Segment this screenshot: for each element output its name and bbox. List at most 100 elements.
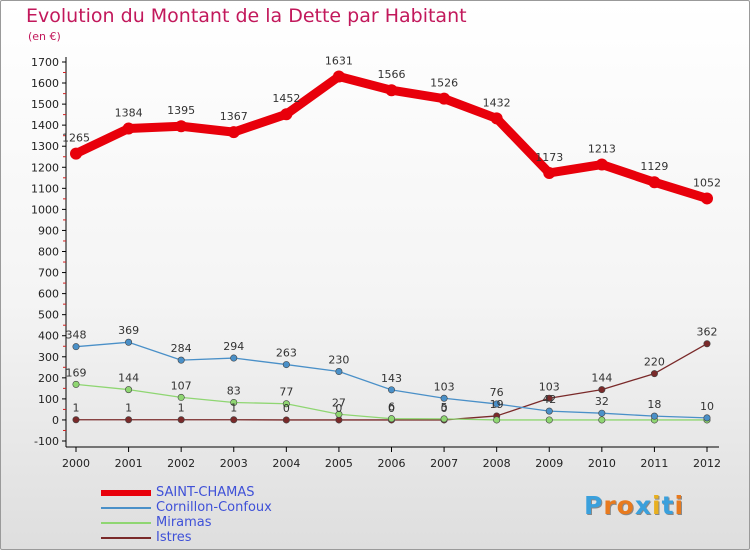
data-point: [545, 416, 553, 424]
data-label: 1213: [588, 143, 616, 156]
data-label: 1: [230, 402, 237, 415]
x-tick-label: 2009: [535, 457, 563, 470]
x-tick-label: 2003: [220, 457, 248, 470]
y-tick-label: -100: [34, 435, 59, 448]
data-point: [598, 416, 606, 424]
data-point: [125, 416, 133, 424]
data-label: 1173: [535, 151, 563, 164]
data-label: 1: [178, 402, 185, 415]
data-point: [650, 370, 658, 378]
legend-swatch: [101, 507, 151, 509]
data-point: [438, 92, 451, 105]
data-label: 42: [542, 393, 556, 406]
y-tick-label: 100: [38, 393, 59, 406]
data-point: [598, 409, 606, 417]
data-point: [70, 147, 82, 160]
y-tick-label: 900: [38, 224, 59, 237]
data-label: 230: [328, 354, 349, 367]
data-label: 0: [388, 402, 395, 415]
y-tick-label: 500: [38, 309, 59, 322]
y-tick-label: 200: [38, 372, 59, 385]
data-point: [385, 84, 398, 97]
data-point: [125, 386, 133, 394]
data-label: 83: [227, 384, 241, 397]
data-point: [650, 412, 658, 420]
y-tick-label: 1200: [31, 161, 59, 174]
data-point: [648, 176, 661, 189]
data-label: 369: [118, 324, 139, 337]
data-point: [72, 416, 80, 424]
data-point: [72, 343, 80, 351]
data-point: [335, 368, 343, 376]
data-label: 32: [595, 395, 609, 408]
data-label: 1: [73, 402, 80, 415]
logo-letter: i: [674, 491, 685, 520]
data-label: 1: [125, 402, 132, 415]
y-tick-label: 400: [38, 330, 59, 343]
data-label: 143: [381, 372, 402, 385]
legend-label: Istres: [156, 530, 192, 545]
data-label: 169: [66, 366, 87, 379]
data-label: 5: [441, 401, 448, 414]
data-point: [440, 415, 448, 423]
data-point: [282, 416, 290, 424]
data-point: [230, 416, 238, 424]
data-point: [335, 410, 343, 418]
data-point: [72, 380, 80, 388]
data-label: 1432: [483, 96, 511, 109]
data-label: 0: [335, 402, 342, 415]
data-point: [490, 112, 503, 125]
legend-label: SAINT-CHAMAS: [156, 485, 255, 500]
chart-title: Evolution du Montant de la Dette par Hab…: [26, 5, 467, 27]
y-tick-label: 0: [52, 414, 59, 427]
data-label: 1384: [115, 107, 143, 120]
legend-swatch: [101, 522, 151, 524]
data-label: 348: [66, 329, 87, 342]
data-point: [545, 394, 553, 402]
data-point: [703, 414, 711, 422]
data-label: 0: [283, 402, 290, 415]
data-label: 1566: [378, 68, 406, 81]
data-point: [545, 407, 553, 415]
data-label: 76: [490, 386, 504, 399]
data-point: [598, 386, 606, 394]
y-tick-label: 1300: [31, 140, 59, 153]
logo-letter: t: [661, 491, 675, 520]
data-label: 294: [223, 340, 244, 353]
data-label: 27: [332, 396, 346, 409]
data-point: [701, 192, 713, 205]
data-point: [177, 393, 185, 401]
data-label: 107: [171, 379, 192, 392]
y-tick-label: 700: [38, 267, 59, 280]
x-tick-label: 2005: [325, 457, 353, 470]
data-label: 1395: [167, 104, 195, 117]
data-label: 1129: [640, 160, 668, 173]
data-label: 103: [434, 380, 455, 393]
logo-letter: x: [634, 491, 652, 520]
unit-label: (en €): [28, 30, 61, 43]
logo-letter: r: [603, 491, 617, 520]
data-label: 10: [700, 400, 714, 413]
data-point: [122, 122, 135, 135]
data-point: [595, 158, 608, 171]
data-point: [440, 394, 448, 402]
data-point: [230, 354, 238, 362]
x-tick-label: 2008: [483, 457, 511, 470]
data-label: 144: [591, 372, 612, 385]
data-label: 220: [644, 356, 665, 369]
legend-label: Cornillon-Confoux: [156, 500, 272, 515]
logo-letter: P: [584, 491, 604, 520]
legend-swatch: [101, 537, 151, 539]
data-point: [177, 356, 185, 364]
y-tick-label: 300: [38, 351, 59, 364]
y-tick-label: 1600: [31, 77, 59, 90]
y-tick-label: 800: [38, 246, 59, 259]
data-label: 1631: [325, 55, 353, 68]
x-tick-label: 2011: [640, 457, 668, 470]
data-point: [703, 340, 711, 348]
x-tick-label: 2004: [272, 457, 300, 470]
data-label: 6: [388, 401, 395, 414]
data-label: 263: [276, 347, 297, 360]
